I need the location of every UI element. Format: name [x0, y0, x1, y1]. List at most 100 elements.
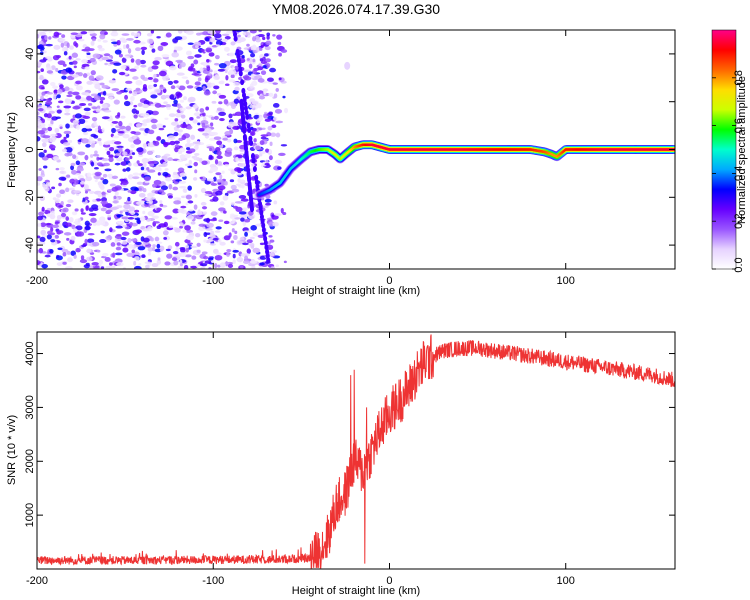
noise-blob — [284, 107, 289, 114]
noise-blob — [66, 94, 73, 98]
noise-blob — [41, 87, 45, 90]
noise-blob — [230, 103, 237, 110]
noise-blob — [175, 112, 183, 118]
noise-blob — [101, 192, 107, 195]
noise-blob — [106, 209, 113, 213]
noise-blob — [194, 152, 200, 156]
noise-blob — [124, 218, 130, 222]
noise-blob — [40, 51, 44, 56]
noise-blob — [204, 260, 212, 264]
noise-blob — [151, 263, 159, 268]
noise-blob — [252, 44, 257, 50]
noise-blob — [189, 142, 195, 146]
noise-blob — [171, 52, 179, 58]
noise-blob — [123, 100, 131, 107]
noise-blob — [213, 115, 219, 120]
noise-blob — [112, 135, 120, 139]
noise-blob — [271, 124, 277, 129]
noise-blob — [39, 74, 44, 81]
noise-blob — [230, 74, 235, 79]
noise-blob — [102, 90, 107, 96]
noise-blob — [79, 102, 87, 106]
spectrogram-y-tick-label: -20 — [24, 189, 36, 205]
noise-blob — [139, 59, 146, 65]
noise-blob — [168, 183, 173, 190]
noise-blob — [235, 30, 243, 33]
noise-blob — [262, 36, 266, 41]
noise-blob — [264, 162, 270, 166]
noise-blob — [86, 248, 92, 253]
noise-blob — [234, 201, 243, 204]
noise-blob — [84, 220, 90, 226]
noise-blob — [75, 247, 81, 253]
noise-blob — [76, 167, 84, 172]
noise-blob — [230, 184, 237, 190]
noise-blob — [173, 140, 180, 144]
noise-blob — [230, 202, 235, 206]
noise-blob — [269, 67, 277, 73]
noise-blob — [257, 33, 265, 38]
noise-blob — [44, 105, 48, 111]
noise-blob — [154, 56, 162, 61]
noise-blob — [55, 133, 62, 139]
noise-blob — [111, 186, 119, 192]
noise-blob — [210, 166, 218, 172]
noise-blob — [250, 225, 257, 231]
noise-blob — [219, 80, 225, 84]
noise-blob — [49, 249, 54, 254]
noise-blob — [96, 140, 102, 144]
noise-blob — [109, 183, 116, 187]
noise-blob — [40, 229, 46, 236]
noise-blob — [150, 237, 154, 242]
noise-blob — [58, 176, 67, 181]
noise-blob — [233, 138, 238, 144]
noise-blob — [92, 207, 99, 212]
noise-blob — [244, 231, 248, 237]
noise-blob — [180, 114, 186, 119]
noise-blob — [244, 255, 249, 261]
noise-blob — [77, 139, 83, 142]
noise-blob — [239, 214, 248, 219]
noise-blob — [280, 207, 284, 214]
noise-blob — [37, 104, 42, 108]
spectrogram-y-ticks: -40 -20 0 20 40 — [24, 48, 675, 253]
noise-blob — [206, 66, 211, 72]
noise-blob — [246, 248, 251, 254]
noise-blob — [214, 159, 219, 165]
noise-blob — [164, 168, 169, 171]
noise-blob — [57, 60, 66, 66]
noise-blob — [86, 256, 93, 262]
spectrogram-x-tick-label: -200 — [26, 275, 48, 287]
noise-blob — [228, 232, 232, 238]
noise-blob — [130, 211, 136, 215]
noise-blob — [203, 239, 207, 243]
noise-blob — [213, 75, 221, 81]
noise-blob — [225, 75, 229, 81]
noise-blob — [48, 110, 55, 114]
colorbar-label: Normalized spectral amplitude — [736, 76, 748, 224]
noise-blob — [118, 53, 123, 58]
noise-blob — [42, 165, 48, 169]
noise-blob — [234, 167, 242, 172]
noise-blob — [102, 252, 109, 257]
noise-blob — [141, 162, 147, 168]
noise-blob — [248, 263, 256, 267]
noise-blob — [272, 116, 278, 121]
noise-blob — [147, 157, 154, 162]
noise-blob — [104, 62, 108, 66]
noise-blob — [90, 143, 95, 148]
noise-blob — [143, 176, 151, 182]
noise-blob — [265, 202, 272, 206]
noise-blob — [260, 70, 267, 75]
noise-blob — [73, 189, 81, 194]
noise-blob — [173, 197, 182, 201]
noise-blob — [120, 161, 128, 166]
noise-blob — [54, 127, 60, 134]
noise-blob — [231, 188, 240, 193]
noise-blob — [85, 175, 93, 182]
noise-blob — [96, 162, 103, 166]
noise-blob — [267, 125, 273, 131]
streak-blob — [247, 126, 252, 133]
noise-blob — [80, 212, 86, 215]
colorbar-ticks: 0.0 0.2 0.4 0.6 0.8 — [712, 70, 745, 273]
